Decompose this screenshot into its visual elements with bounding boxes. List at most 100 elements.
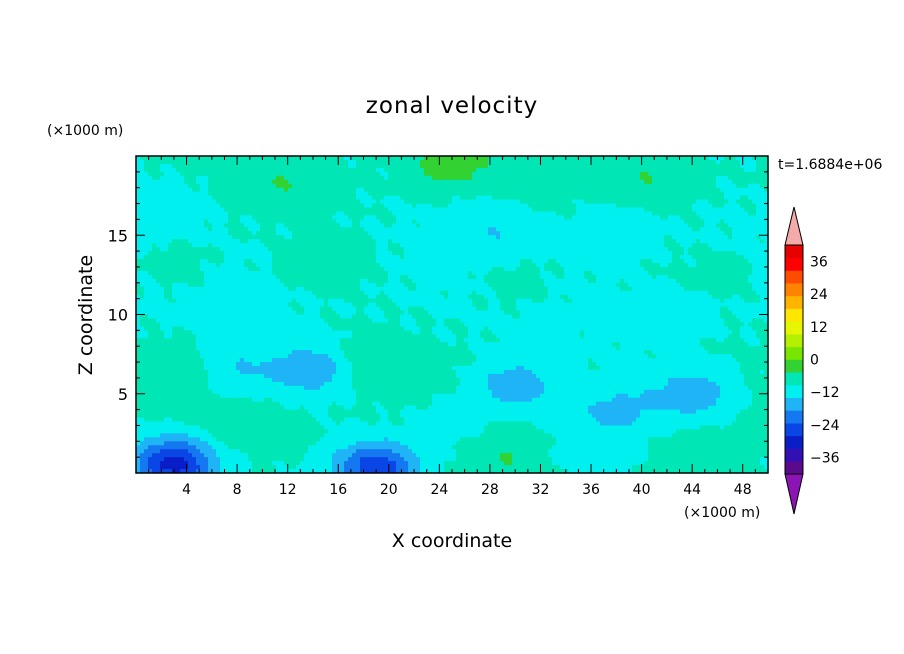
field-cell	[500, 167, 505, 173]
field-cell	[400, 227, 405, 232]
field-cell	[364, 159, 369, 165]
field-cell	[188, 203, 193, 208]
field-cell	[420, 223, 425, 228]
field-cell	[312, 215, 317, 220]
field-cell	[496, 215, 501, 220]
field-cell	[184, 203, 189, 208]
field-cell	[748, 183, 753, 189]
field-cell	[220, 251, 225, 256]
field-cell	[736, 159, 741, 165]
field-cell	[756, 159, 761, 165]
field-cell	[452, 191, 457, 197]
field-cell	[236, 203, 241, 208]
field-cell	[564, 183, 569, 189]
field-cell	[628, 259, 633, 264]
field-cell	[340, 203, 345, 208]
field-cell	[600, 219, 605, 224]
field-cell	[356, 179, 361, 185]
field-cell	[480, 207, 485, 212]
field-cell	[552, 223, 557, 228]
field-cell	[192, 266, 197, 272]
field-cell	[196, 243, 201, 248]
field-cell	[468, 171, 473, 177]
field-cell	[400, 183, 405, 189]
field-cell	[620, 211, 625, 216]
field-cell	[280, 278, 285, 284]
field-cell	[616, 203, 621, 208]
field-cell	[664, 171, 669, 177]
field-cell	[296, 223, 301, 228]
field-cell	[332, 203, 337, 208]
field-cell	[380, 278, 385, 284]
field-cell	[488, 199, 493, 204]
field-cell	[744, 274, 749, 280]
field-cell	[544, 219, 549, 224]
field-cell	[632, 235, 637, 240]
field-cell	[164, 159, 169, 165]
field-cell	[688, 203, 693, 208]
field-cell	[700, 219, 705, 224]
field-cell	[176, 259, 181, 264]
field-cell	[204, 259, 209, 264]
field-cell	[192, 159, 197, 165]
field-cell	[740, 274, 745, 280]
field-cell	[736, 183, 741, 189]
field-cell	[752, 203, 757, 208]
field-cell	[428, 215, 433, 220]
field-cell	[472, 195, 477, 200]
field-cell	[580, 167, 585, 173]
field-cell	[752, 175, 757, 181]
field-cell	[680, 259, 685, 264]
field-cell	[304, 175, 309, 181]
field-cell	[420, 199, 425, 204]
field-cell	[480, 175, 485, 181]
field-cell	[616, 223, 621, 228]
field-cell	[360, 179, 365, 185]
field-cell	[516, 207, 521, 212]
field-cell	[404, 183, 409, 189]
field-cell	[260, 215, 265, 220]
field-cell	[152, 195, 157, 200]
field-cell	[164, 270, 169, 276]
field-cell	[388, 231, 393, 236]
field-cell	[324, 235, 329, 240]
field-cell	[228, 191, 233, 197]
field-cell	[272, 243, 277, 248]
field-cell	[200, 235, 205, 240]
field-cell	[200, 219, 205, 224]
field-cell	[240, 215, 245, 220]
field-cell	[304, 203, 309, 208]
field-cell	[640, 247, 645, 252]
field-cell	[468, 199, 473, 204]
field-cell	[764, 223, 768, 228]
field-cell	[656, 231, 661, 236]
field-cell	[192, 187, 197, 193]
field-cell	[304, 183, 309, 189]
field-cell	[476, 191, 481, 197]
field-cell	[740, 270, 745, 276]
field-cell	[304, 231, 309, 236]
field-cell	[332, 167, 337, 173]
field-cell	[456, 159, 461, 165]
field-cell	[364, 270, 369, 276]
field-cell	[368, 239, 373, 244]
field-cell	[256, 270, 261, 276]
field-cell	[200, 262, 205, 268]
field-cell	[140, 163, 145, 169]
field-cell	[696, 274, 701, 280]
field-cell	[692, 231, 697, 236]
field-cell	[356, 156, 361, 161]
field-cell	[568, 262, 573, 268]
field-cell	[392, 171, 397, 177]
field-cell	[684, 203, 689, 208]
field-cell	[436, 243, 441, 248]
field-cell	[312, 231, 317, 236]
field-cell	[540, 262, 545, 268]
field-cell	[236, 227, 241, 232]
field-cell	[420, 251, 425, 256]
field-cell	[644, 175, 649, 181]
field-cell	[520, 215, 525, 220]
field-cell	[236, 195, 241, 200]
field-cell	[724, 175, 729, 181]
field-cell	[416, 262, 421, 268]
